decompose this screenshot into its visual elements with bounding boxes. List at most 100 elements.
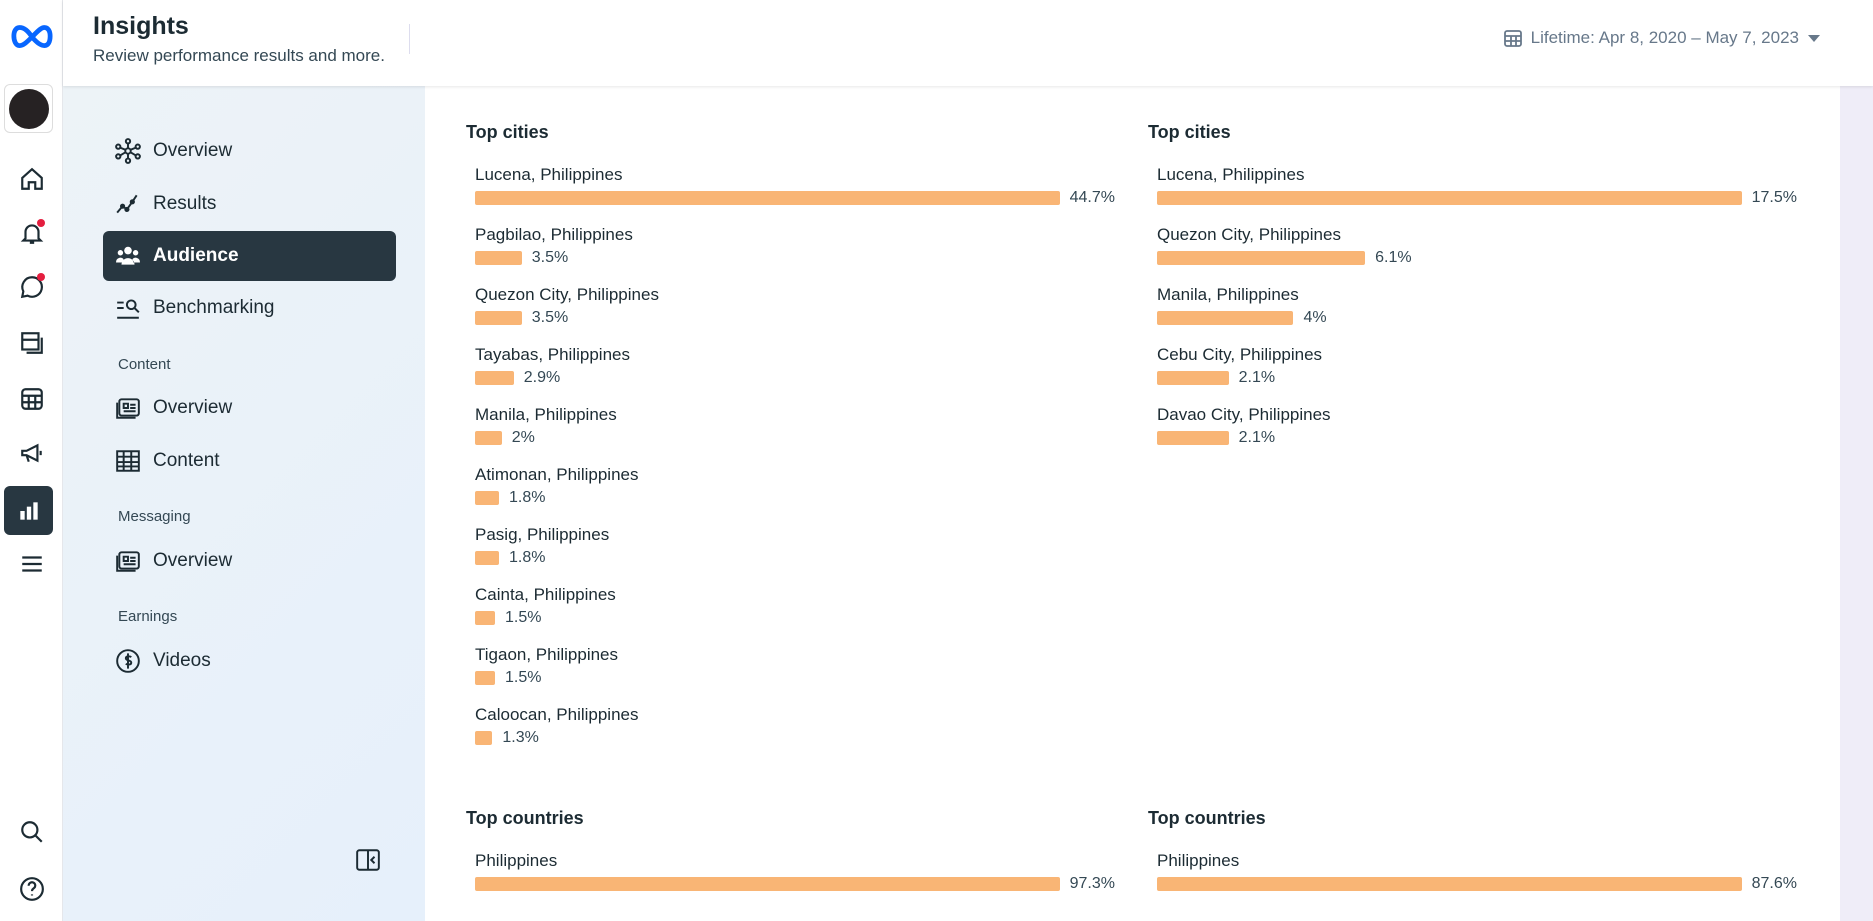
- sidebar-item-audience[interactable]: Audience: [103, 231, 396, 281]
- item-label: Tigaon, Philippines: [475, 645, 619, 664]
- page-title: Insights: [93, 12, 189, 40]
- item-percent: 17.5%: [1751, 189, 1797, 206]
- section-top-cities: Top cities Lucena, Philippines 44.7% Pagbil…: [466, 122, 1115, 765]
- item-percent: 3.5%: [531, 249, 569, 266]
- sidebar-item-videos[interactable]: Videos: [103, 636, 396, 686]
- section-title: Top cities: [466, 122, 549, 142]
- item-bar: [475, 251, 522, 265]
- list-item: Tayabas, Philippines 2.9%: [475, 345, 1115, 405]
- sidebar-item-overview[interactable]: Overview: [103, 126, 396, 176]
- item-percent: 2.1%: [1238, 369, 1276, 386]
- list-item: Philippines 97.3%: [475, 851, 1115, 911]
- item-percent: 97.3%: [1069, 875, 1115, 892]
- section-title: Top countries: [1148, 808, 1266, 828]
- item-bar: [1157, 431, 1229, 445]
- item-label: Atimonan, Philippines: [475, 465, 639, 484]
- section-title: Top countries: [466, 808, 584, 828]
- item-bar: [1157, 371, 1229, 385]
- sidebar-item-label: Overview: [153, 140, 233, 161]
- item-label: Cainta, Philippines: [475, 585, 616, 604]
- right-gutter: [1840, 86, 1873, 921]
- list-item: Lucena, Philippines 17.5%: [1157, 165, 1797, 225]
- list-item: Davao City, Philippines 2.1%: [1157, 405, 1797, 465]
- item-label: Philippines: [1157, 851, 1240, 870]
- item-percent: 2.1%: [1238, 429, 1276, 446]
- item-percent: 2.9%: [523, 369, 561, 386]
- sidebar-item-label: Audience: [153, 245, 239, 266]
- item-percent: 6.1%: [1375, 249, 1412, 266]
- dollar-icon: [116, 649, 140, 673]
- section-title: Top cities: [1148, 122, 1231, 142]
- sidebar-item-label: Overview: [153, 397, 233, 418]
- item-percent: 2%: [511, 429, 535, 446]
- list-item: Manila, Philippines 2%: [475, 405, 1115, 465]
- sidebar-item-label: Results: [153, 193, 217, 214]
- item-percent: 44.7%: [1069, 189, 1115, 206]
- item-percent: 1.3%: [502, 729, 539, 746]
- item-label: Pagbilao, Philippines: [475, 225, 633, 244]
- sidebar-item-content-overview[interactable]: Overview: [103, 383, 396, 433]
- home-icon[interactable]: [15, 162, 49, 196]
- item-label: Pasig, Philippines: [475, 525, 610, 544]
- item-label: Lucena, Philippines: [1157, 165, 1305, 184]
- section-top-countries: Top countries Philippines 97.3%: [466, 808, 1115, 911]
- item-label: Philippines: [475, 851, 558, 870]
- item-label: Lucena, Philippines: [475, 165, 623, 184]
- network-icon: [115, 138, 141, 164]
- benchmark-icon: [117, 299, 140, 319]
- calendar-table-icon[interactable]: [15, 382, 49, 416]
- audience-content: Top cities Lucena, Philippines 44.7% Pagbil…: [425, 86, 1840, 921]
- item-bar: [1157, 311, 1294, 325]
- messaging-overview-icon: [116, 551, 140, 572]
- item-bar: [475, 731, 493, 745]
- list-item: Caloocan, Philippines 1.3%: [475, 705, 1115, 765]
- item-bar: [1157, 877, 1742, 891]
- header-divider: [409, 24, 410, 54]
- item-label: Davao City, Philippines: [1157, 405, 1331, 424]
- list-item: Manila, Philippines 4%: [1157, 285, 1797, 345]
- sidebar-item-label: Benchmarking: [153, 297, 275, 318]
- table-icon: [116, 450, 140, 472]
- sidebar-item-messaging-overview[interactable]: Overview: [103, 536, 396, 586]
- sidebar-item-benchmarking[interactable]: Benchmarking: [103, 283, 396, 333]
- item-percent: 1.5%: [505, 609, 542, 626]
- item-label: Quezon City, Philippines: [1157, 225, 1341, 244]
- item-bar: [475, 671, 496, 685]
- sidebar-item-content[interactable]: Content: [103, 436, 396, 486]
- help-icon[interactable]: [15, 872, 49, 906]
- insights-chart-icon[interactable]: [4, 486, 53, 535]
- search-icon[interactable]: [15, 815, 49, 849]
- item-bar: [1157, 251, 1366, 265]
- section-top-countries: Top countries Philippines 87.6%: [1148, 808, 1797, 911]
- item-label: Tayabas, Philippines: [475, 345, 630, 364]
- list-item: Quezon City, Philippines 6.1%: [1157, 225, 1797, 285]
- chat-icon[interactable]: [15, 270, 49, 304]
- sidebar-item-results[interactable]: Results: [103, 179, 396, 229]
- posts-icon[interactable]: [15, 326, 49, 360]
- insights-sidebar: Overview Results Audience Benchmarking C…: [63, 86, 425, 921]
- page-subtitle: Review performance results and more.: [93, 46, 385, 65]
- item-bar: [475, 551, 500, 565]
- list-item: Pagbilao, Philippines 3.5%: [475, 225, 1115, 285]
- item-percent: 3.5%: [531, 309, 569, 326]
- item-percent: 1.8%: [509, 549, 546, 566]
- people-icon: [116, 246, 140, 265]
- item-bar: [475, 371, 514, 385]
- menu-icon[interactable]: [15, 547, 49, 581]
- item-percent: 4%: [1303, 309, 1327, 326]
- collapse-sidebar-icon[interactable]: [355, 848, 381, 872]
- item-label: Manila, Philippines: [475, 405, 617, 424]
- sidebar-item-label: Content: [153, 450, 220, 471]
- bell-icon[interactable]: [15, 216, 49, 250]
- item-bar: [475, 877, 1060, 891]
- item-bar: [1157, 191, 1742, 205]
- content-overview-icon: [116, 398, 140, 419]
- item-bar: [475, 611, 496, 625]
- item-bar: [475, 311, 522, 325]
- item-percent: 1.5%: [505, 669, 542, 686]
- item-label: Caloocan, Philippines: [475, 705, 639, 724]
- megaphone-icon[interactable]: [15, 436, 49, 470]
- page-avatar[interactable]: [4, 84, 53, 133]
- date-range-picker[interactable]: Lifetime: Apr 8, 2020 – May 7, 2023: [1503, 28, 1821, 48]
- meta-logo-icon[interactable]: [10, 20, 54, 54]
